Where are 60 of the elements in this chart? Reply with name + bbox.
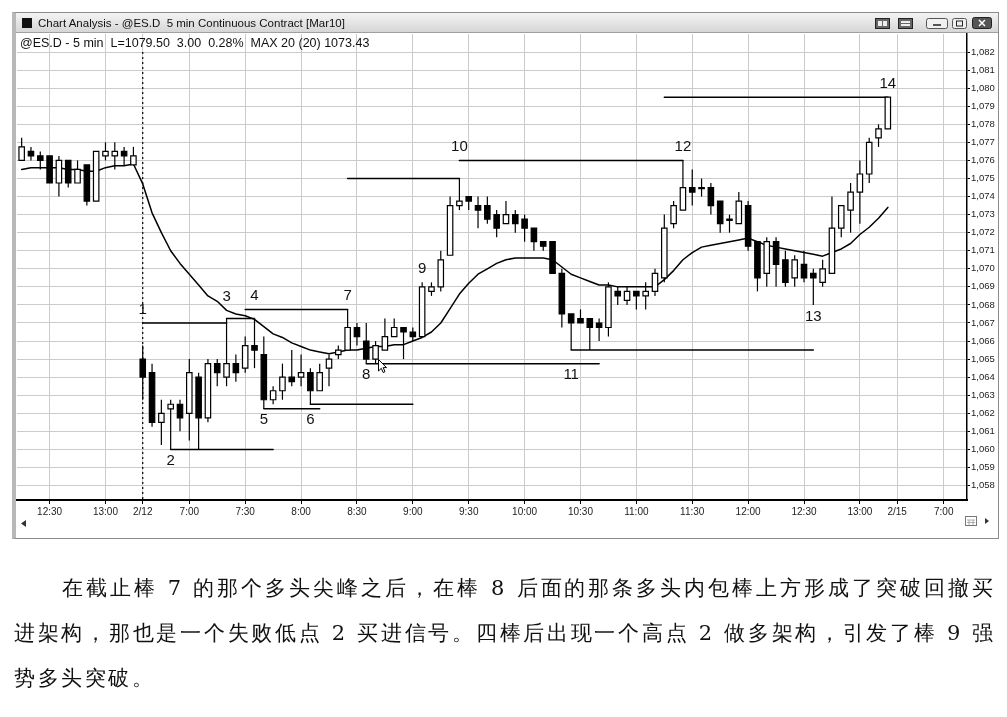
x-tick-label: 13:00 — [92, 505, 119, 517]
y-tick-label: 1,073 — [971, 208, 995, 220]
y-tick-label: 1,071 — [971, 244, 995, 256]
y-tick-label: 1,068 — [971, 298, 995, 310]
x-tick-label: 11:00 — [624, 505, 649, 517]
text: 4 — [250, 286, 259, 304]
x-tick-label: 2/15 — [887, 505, 908, 517]
chart-subtitle: @ES.D - 5 min L=1079.50 3.00 0.28% MAX 20 (20) 1073.43 — [20, 36, 370, 50]
text: 3 — [222, 286, 231, 304]
text: 11 — [563, 365, 579, 383]
y-tick-label: 1,081 — [971, 63, 995, 75]
x-tick-label: 7:00 — [933, 505, 954, 517]
y-tick-label: 1,070 — [971, 262, 995, 274]
y-tick-label: 1,077 — [971, 136, 995, 147]
y-tick-label: 1,061 — [971, 424, 995, 436]
text: 10 — [451, 137, 468, 155]
y-tick-label: 1,062 — [971, 406, 995, 418]
text: 13 — [804, 306, 822, 324]
text: 14 — [879, 73, 897, 91]
text: 1 — [138, 299, 147, 317]
y-tick-label: 1,079 — [971, 99, 995, 111]
x-tick-label: 13:00 — [847, 505, 873, 517]
y-tick-label: 1,066 — [971, 334, 995, 346]
x-tick-label: 11:30 — [680, 505, 705, 517]
text: 在截止棒 7 的那个多头尖峰之后，在棒 8 后面的那条多头内包棒上方形成了突破回撤买进架构，那也是一个失败低点 2 买进信号。四棒后出现一个高点 2 做多架构，引发了棒 9 强势多头突破。 — [14, 575, 996, 692]
y-tick-label: 1,082 — [971, 45, 995, 57]
text: 2 — [166, 451, 175, 469]
y-tick-label: 1,072 — [971, 226, 995, 238]
y-tick-label: 1,058 — [971, 479, 995, 491]
x-tick-label: 7:00 — [179, 505, 200, 517]
y-tick-label: 1,065 — [971, 352, 995, 364]
x-tick-label: 12:00 — [735, 505, 762, 517]
y-tick-label: 1,074 — [971, 190, 995, 202]
y-tick-label: 1,069 — [971, 280, 995, 292]
y-tick-label: 1,064 — [971, 370, 995, 382]
y-tick-label: 1,080 — [971, 81, 995, 93]
y-tick-label: 1,075 — [971, 172, 995, 184]
x-tick-label: 10:00 — [512, 505, 538, 517]
x-tick-label: 12:30 — [791, 505, 817, 517]
text: 8 — [362, 365, 371, 383]
x-tick-label: 7:30 — [235, 505, 256, 517]
text: 5 — [259, 410, 268, 428]
y-tick-label: 1,063 — [971, 388, 995, 400]
y-tick-label: 1,067 — [971, 316, 995, 328]
x-tick-label: 8:30 — [347, 505, 368, 517]
x-tick-label: 2/12 — [133, 505, 153, 517]
x-tick-label: 9:30 — [458, 505, 479, 517]
text: 9 — [417, 258, 427, 276]
y-tick-label: 1,059 — [971, 461, 995, 473]
text: 12 — [674, 137, 692, 155]
text: 6 — [306, 410, 315, 428]
y-tick-label: 1,060 — [971, 443, 995, 455]
chart-title: Chart Analysis - @ES.D 5 min Continuous Contract [Mar10] — [38, 17, 345, 30]
y-tick-label: 1,076 — [971, 154, 995, 166]
x-tick-label: 9:00 — [403, 505, 423, 517]
y-tick-label: 1,078 — [971, 117, 995, 129]
x-tick-label: 12:30 — [37, 505, 63, 517]
x-tick-label: 8:00 — [291, 505, 312, 517]
text: 7 — [343, 286, 352, 304]
x-tick-label: 10:30 — [567, 505, 594, 517]
